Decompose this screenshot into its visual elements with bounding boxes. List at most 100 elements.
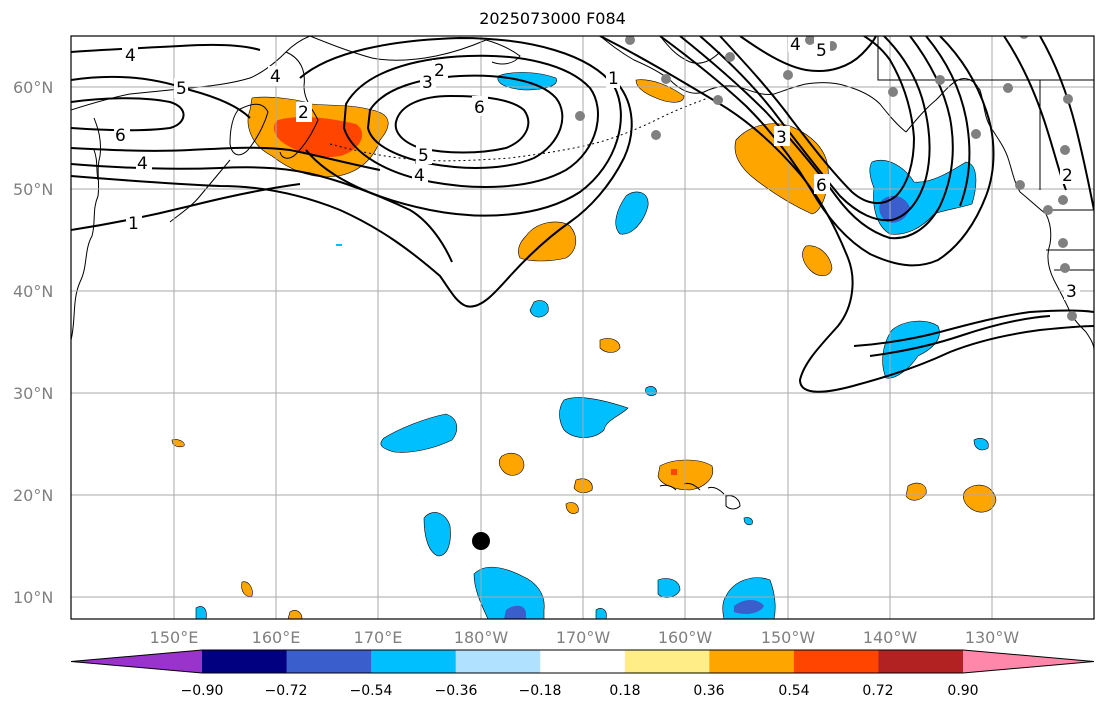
positive-anomaly-region <box>599 338 621 353</box>
colorbar-segment <box>793 650 879 673</box>
station-marker <box>625 36 635 45</box>
map-frame <box>70 35 1095 620</box>
colorbar-tick-label: −0.72 <box>265 683 308 699</box>
station-marker <box>713 95 723 105</box>
contour-label: 4 <box>414 166 425 186</box>
negative-anomaly-core <box>734 600 764 614</box>
negative-anomaly-region <box>336 244 342 246</box>
colorbar-ticks: −0.90 −0.72 −0.54 −0.36 −0.18 0.18 0.36 … <box>181 683 979 699</box>
contour-label: 3 <box>422 73 433 93</box>
lon-label: 140°W <box>863 628 918 647</box>
positive-anomaly-region <box>241 581 253 597</box>
lon-label: 130°W <box>965 628 1020 647</box>
contour-label: 2 <box>434 61 445 81</box>
colorbar-tick-label: 0.18 <box>609 683 640 699</box>
station-marker <box>1063 94 1073 104</box>
station-marker <box>1060 145 1070 155</box>
coastlines <box>71 36 1094 510</box>
positive-anomaly-core <box>671 469 677 475</box>
station-marker <box>725 52 735 62</box>
positive-anomaly-region <box>287 610 303 619</box>
colorbar-tick-label: −0.90 <box>181 683 224 699</box>
negative-anomaly-region <box>743 517 753 526</box>
contour-label: 2 <box>1062 166 1073 186</box>
station-marker <box>1060 263 1070 273</box>
station-marker <box>1067 311 1077 321</box>
positive-anomaly-region <box>518 221 577 262</box>
storm-center-marker <box>472 532 490 550</box>
contour-label: 3 <box>1066 282 1077 302</box>
contour-label: 3 <box>776 128 787 148</box>
longitude-axis: 150°E 160°E 170°E 180°W 170°W 160°W 150°… <box>150 628 1020 647</box>
colorbar-extend-min <box>71 650 202 673</box>
contour-label: 5 <box>418 146 429 166</box>
contour-label: 4 <box>270 67 281 87</box>
colorbar: −0.90 −0.72 −0.54 −0.36 −0.18 0.18 0.36 … <box>70 649 1095 699</box>
lat-label: 30°N <box>13 384 53 403</box>
negative-anomaly-region <box>423 512 451 557</box>
station-marker <box>783 70 793 80</box>
negative-anomaly-region <box>615 191 649 235</box>
colorbar-tick-label: 0.36 <box>693 683 724 699</box>
colorbar-tick-label: −0.18 <box>519 683 562 699</box>
positive-anomaly-region <box>963 484 997 513</box>
colorbar-segment <box>709 650 795 673</box>
station-marker <box>1058 238 1068 248</box>
station-marker <box>888 87 898 97</box>
colorbar-outline <box>70 649 1095 674</box>
lon-label: 180°W <box>454 628 509 647</box>
colorbar-tick-label: −0.54 <box>350 683 393 699</box>
negative-anomaly-region <box>657 578 681 598</box>
station-marker <box>1015 180 1025 190</box>
negative-anomaly-region <box>559 397 629 438</box>
positive-anomaly-region <box>171 439 185 448</box>
positive-anomaly-region <box>734 123 829 215</box>
colorbar-segment <box>455 650 541 673</box>
contour-label: 5 <box>816 41 827 61</box>
lat-label: 20°N <box>13 486 53 505</box>
shaded-anomaly-layer <box>171 72 997 619</box>
contour-label: 1 <box>128 214 139 234</box>
colorbar-tick-label: 0.72 <box>862 683 893 699</box>
contour-label: 4 <box>790 35 801 55</box>
station-marker <box>661 74 671 84</box>
station-marker <box>935 75 945 85</box>
station-marker <box>651 130 661 140</box>
negative-anomaly-region <box>973 438 989 451</box>
contour-label: 6 <box>816 176 827 196</box>
lon-label: 170°W <box>556 628 611 647</box>
colorbar-segment <box>878 650 964 673</box>
colorbar-segment <box>202 650 288 673</box>
map-title: 2025073000 F084 <box>479 9 626 28</box>
lat-label: 10°N <box>13 588 53 607</box>
contour-label: 6 <box>115 126 126 146</box>
lat-label: 60°N <box>13 78 53 97</box>
station-marker <box>1043 205 1053 215</box>
lat-label: 50°N <box>13 180 53 199</box>
positive-anomaly-region <box>635 79 685 103</box>
colorbar-extend-max <box>963 650 1094 673</box>
contour-label: 1 <box>608 69 619 89</box>
colorbar-segments <box>70 649 1095 674</box>
positive-anomaly-region <box>498 453 525 476</box>
positive-anomaly-region <box>905 482 927 501</box>
negative-anomaly-region <box>595 608 607 619</box>
negative-anomaly-region <box>380 413 458 453</box>
gridlines <box>71 36 1094 619</box>
contour-label: 5 <box>176 79 187 99</box>
lon-label: 160°W <box>658 628 713 647</box>
station-marker <box>575 111 585 121</box>
negative-anomaly-region <box>529 300 549 318</box>
contour-label: 6 <box>474 98 485 118</box>
positive-anomaly-region <box>565 502 579 514</box>
colorbar-segment <box>624 650 710 673</box>
contour-label-layer: 4 5 6 4 1 4 3 2 6 5 4 2 1 3 <box>114 35 1080 302</box>
lon-label: 160°E <box>252 628 301 647</box>
contour-label: 2 <box>298 103 309 123</box>
lon-label: 150°E <box>150 628 199 647</box>
negative-anomaly-region <box>645 386 657 396</box>
colorbar-tick-label: −0.36 <box>435 683 478 699</box>
positive-anomaly-region <box>802 245 833 277</box>
station-marker <box>805 36 815 45</box>
